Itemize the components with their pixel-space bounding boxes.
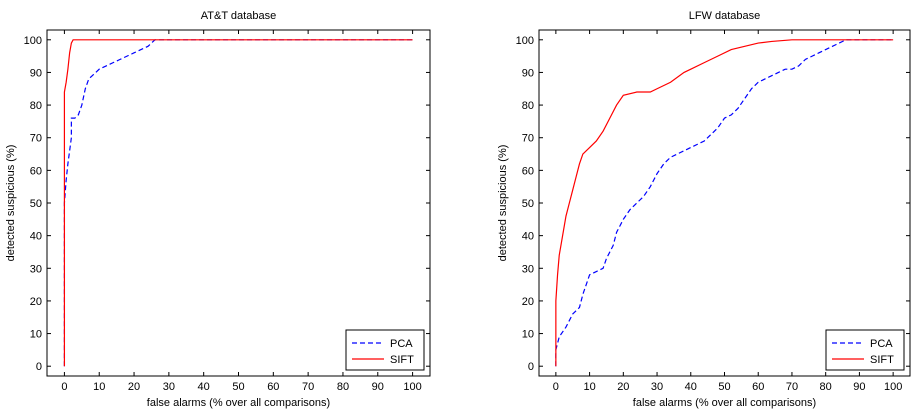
legend-box	[825, 329, 905, 371]
y-tick-label: 80	[30, 100, 42, 112]
series-line-pca	[555, 39, 894, 367]
legend-label-pca: PCA	[390, 338, 413, 350]
x-tick-label: 0	[61, 381, 67, 393]
y-tick-label: 100	[24, 35, 42, 47]
x-tick-label: 90	[853, 381, 865, 393]
y-tick-label: 50	[522, 198, 534, 210]
x-tick-label: 20	[617, 381, 629, 393]
y-tick-label: 0	[36, 361, 42, 373]
x-axis-label: false alarms (% over all comparisons)	[633, 397, 816, 409]
x-tick-label: 40	[198, 381, 210, 393]
x-tick-label: 10	[583, 381, 595, 393]
y-tick-label: 100	[516, 35, 534, 47]
y-tick-label: 90	[30, 67, 42, 79]
y-tick-label: 60	[522, 165, 534, 177]
y-axis-label: detected suspicious (%)	[5, 145, 17, 262]
y-tick-label: 50	[30, 198, 42, 210]
axes-box	[46, 29, 431, 377]
y-tick-label: 30	[30, 263, 42, 275]
y-tick-label: 40	[30, 231, 42, 243]
y-tick-label: 60	[30, 165, 42, 177]
legend-label-sift: SIFT	[390, 354, 414, 366]
x-tick-label: 80	[337, 381, 349, 393]
x-tick-label: 30	[651, 381, 663, 393]
y-tick-label: 40	[522, 231, 534, 243]
chart-att: AT&T database 0 10 20 30 40 50 60 70 80 90 100 0 10 20…	[5, 10, 431, 409]
x-tick-label: 100	[403, 381, 421, 393]
y-axis-label: detected suspicious (%)	[497, 145, 509, 262]
legend-label-sift: SIFT	[870, 354, 894, 366]
series-line-pca	[63, 39, 413, 367]
legend: PCA SIFT	[825, 329, 905, 371]
legend-box	[345, 329, 425, 371]
x-tick-label: 90	[372, 381, 384, 393]
y-tick-label: 90	[522, 67, 534, 79]
legend-label-pca: PCA	[870, 338, 893, 350]
legend: PCA SIFT	[345, 329, 425, 371]
x-tick-label: 20	[128, 381, 140, 393]
chart-lfw: LFW database 0 10 20 30 40 50 60 70 80 90 100 0 10 20 3…	[497, 10, 911, 409]
x-tick-label: 70	[786, 381, 798, 393]
chart-title: AT&T database	[201, 10, 276, 22]
x-tick-label: 30	[163, 381, 175, 393]
y-tick-label: 10	[522, 329, 534, 341]
y-tick-label: 20	[522, 296, 534, 308]
x-tick-label: 10	[93, 381, 105, 393]
y-tick-label: 30	[522, 263, 534, 275]
y-tick-label: 20	[30, 296, 42, 308]
series-line-sift	[63, 39, 413, 367]
x-tick-label: 50	[232, 381, 244, 393]
x-tick-label: 70	[302, 381, 314, 393]
chart-title: LFW database	[689, 10, 761, 22]
x-tick-label: 60	[267, 381, 279, 393]
axes-box	[538, 29, 911, 377]
y-tick-label: 10	[30, 329, 42, 341]
x-tick-label: 0	[553, 381, 559, 393]
y-tick-label: 80	[522, 100, 534, 112]
x-tick-label: 100	[884, 381, 902, 393]
x-axis-label: false alarms (% over all comparisons)	[147, 397, 330, 409]
x-tick-label: 50	[718, 381, 730, 393]
series-line-sift	[555, 39, 894, 367]
x-tick-label: 80	[820, 381, 832, 393]
y-tick-label: 70	[522, 133, 534, 145]
y-tick-label: 70	[30, 133, 42, 145]
x-tick-label: 60	[752, 381, 764, 393]
y-tick-label: 0	[528, 361, 534, 373]
x-tick-label: 40	[685, 381, 697, 393]
